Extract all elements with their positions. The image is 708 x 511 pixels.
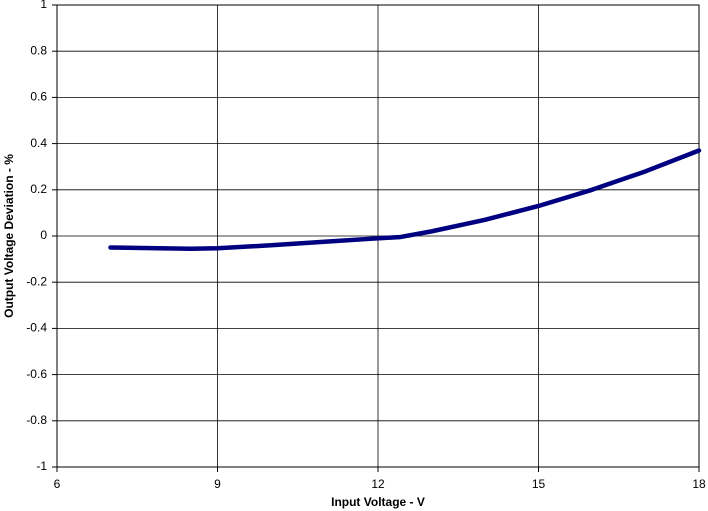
x-tick-label: 15 <box>532 477 546 491</box>
x-tick-label: 9 <box>214 477 221 491</box>
y-tick-label: 1 <box>40 0 47 11</box>
x-tick-label: 18 <box>692 477 706 491</box>
x-tick-label: 12 <box>371 477 385 491</box>
y-tick-label: -0.6 <box>26 367 47 381</box>
x-axis-title: Input Voltage - V <box>331 495 425 509</box>
y-tick-label: -0.2 <box>26 274 47 288</box>
y-tick-label: -0.8 <box>26 413 47 427</box>
series-line <box>108 148 702 251</box>
y-axis-title: Output Voltage Deviation - % <box>2 154 16 318</box>
y-tick-label: -0.4 <box>26 321 47 335</box>
y-tick-label: 0.2 <box>30 182 47 196</box>
y-tick-label: 0 <box>40 228 47 242</box>
y-tick-label: 0.8 <box>30 43 47 57</box>
y-tick-label: 0.6 <box>30 90 47 104</box>
x-tick-label: 6 <box>54 477 61 491</box>
y-tick-label: -1 <box>36 459 47 473</box>
y-tick-label: 0.4 <box>30 136 47 150</box>
